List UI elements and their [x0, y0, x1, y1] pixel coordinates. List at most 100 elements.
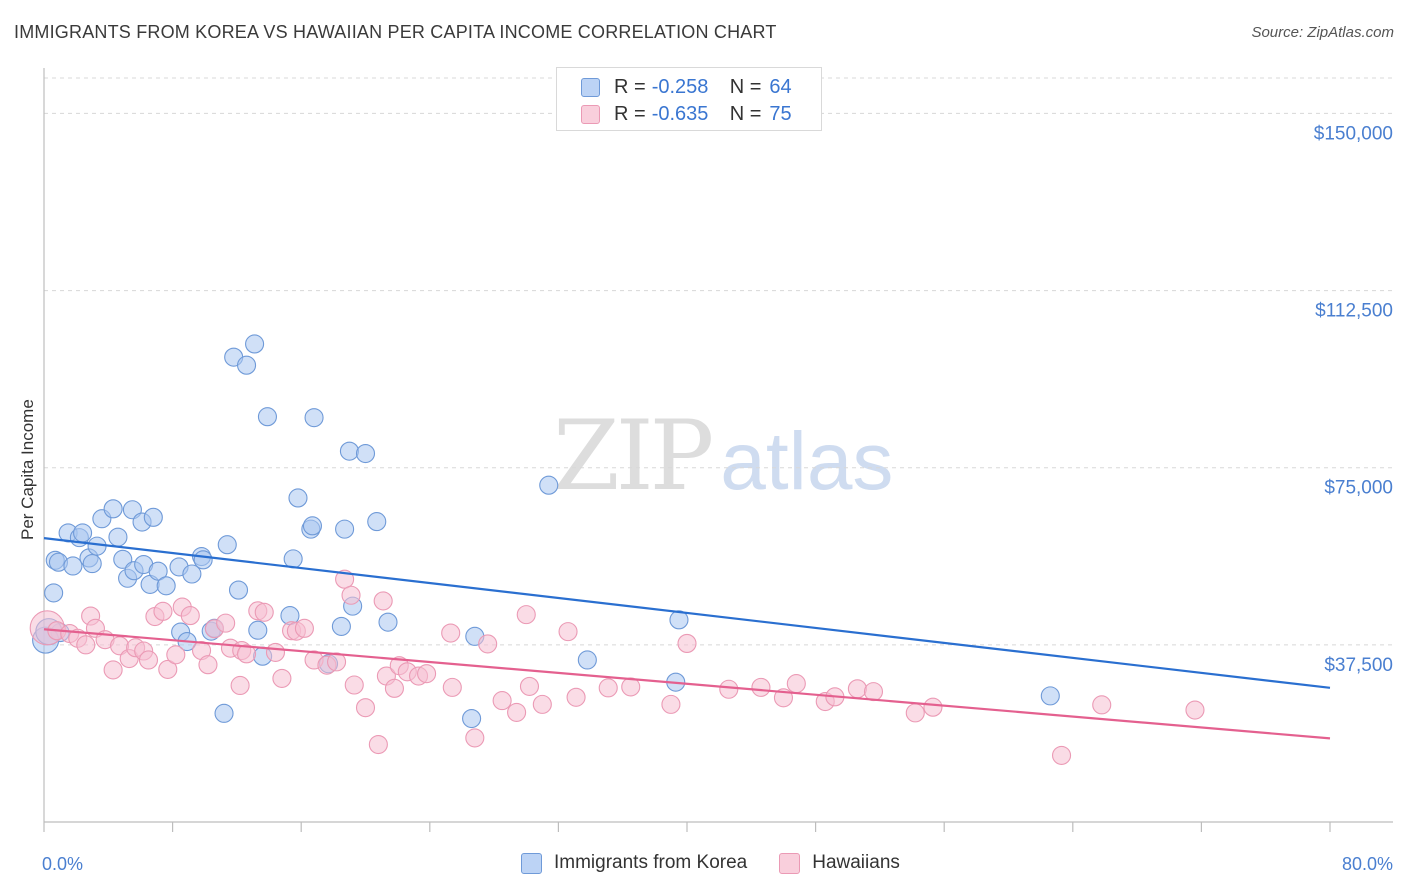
- x-tick-label: 80.0%: [1342, 854, 1393, 874]
- y-tick-label: $112,500: [1315, 301, 1393, 322]
- hawaiian-point: [863, 682, 884, 702]
- series-legend-korea-label: Immigrants from Korea: [554, 852, 748, 873]
- x-tick-label: 0.0%: [42, 854, 83, 874]
- series-swatch-hawaiians: [779, 852, 801, 874]
- korea-point: [214, 703, 234, 723]
- hawaiian-point: [368, 734, 388, 755]
- korea-point: [63, 556, 83, 576]
- series-legend-hawaiians-label: Hawaiians: [812, 852, 900, 873]
- korea-point: [288, 488, 308, 508]
- hawaiian-point: [786, 674, 806, 694]
- hawaiian-point: [103, 660, 123, 680]
- hawaiian-point: [230, 675, 250, 696]
- hawaiian-point: [327, 652, 347, 672]
- chart-title: IMMIGRANTS FROM KOREA VS HAWAIIAN PER CA…: [14, 22, 777, 42]
- hawaiian-point: [294, 618, 314, 638]
- hawaiian-point: [847, 679, 867, 699]
- hawaiian-point: [344, 675, 364, 695]
- hawaiian-point: [1051, 745, 1072, 765]
- y-tick-label: $37,500: [1324, 655, 1393, 676]
- y-tick-label: $150,000: [1314, 123, 1393, 144]
- hawaiian-point: [923, 697, 943, 717]
- hawaiian-point: [661, 694, 681, 714]
- korea-trend-line: [43, 537, 1331, 689]
- legend-row-hawaiians: R = -0.635 N = 75: [581, 101, 792, 127]
- hawaiian-point: [373, 591, 393, 611]
- series-legend: Immigrants from Korea Hawaiians: [521, 852, 932, 874]
- hawaiian-point: [153, 601, 173, 621]
- hawaiian-point: [532, 694, 552, 714]
- korea-point: [339, 441, 359, 461]
- legend-r-value: -0.258: [651, 75, 709, 98]
- legend-n-value: 75: [769, 102, 792, 125]
- korea-point: [1040, 686, 1060, 706]
- korea-point: [248, 620, 268, 640]
- hawaiian-point: [492, 691, 512, 711]
- series-legend-korea[interactable]: Immigrants from Korea: [521, 852, 747, 874]
- hawaiian-point: [265, 642, 286, 662]
- legend-swatch-hawaiians: [581, 104, 600, 124]
- legend-n-label: N =: [729, 75, 762, 98]
- korea-point: [367, 512, 387, 532]
- hawaiian-point: [598, 678, 618, 698]
- series-legend-hawaiians[interactable]: Hawaiians: [779, 852, 900, 874]
- y-tick-label: $75,000: [1324, 478, 1393, 499]
- korea-point: [669, 610, 689, 630]
- hawaiian-point: [355, 698, 376, 718]
- hawaiian-point: [558, 622, 578, 642]
- legend-r-value: -0.635: [651, 102, 709, 125]
- korea-point: [577, 650, 597, 670]
- hawaiian-point: [465, 728, 485, 748]
- korea-point: [236, 355, 257, 375]
- hawaiian-point: [516, 605, 536, 625]
- hawaiian-point: [341, 585, 361, 605]
- hawaiian-point: [677, 633, 697, 653]
- hawaiian-point: [441, 623, 461, 643]
- hawaiian-point: [905, 703, 925, 723]
- hawaiian-point: [1185, 700, 1205, 720]
- korea-point: [378, 612, 398, 632]
- korea-point: [228, 580, 249, 600]
- hawaiian-point: [166, 645, 186, 665]
- korea-point: [245, 334, 265, 354]
- correlation-legend: R = -0.258 N = 64 R = -0.635 N = 75: [556, 67, 822, 131]
- korea-point: [108, 527, 128, 547]
- korea-point: [82, 554, 102, 574]
- korea-point: [331, 616, 351, 636]
- hawaiian-point: [76, 635, 96, 655]
- hawaiian-point: [138, 650, 159, 670]
- korea-point: [304, 408, 324, 428]
- hawaiian-point: [478, 634, 498, 654]
- hawaiian-point: [719, 679, 739, 699]
- hawaiian-point: [519, 676, 540, 696]
- korea-point: [302, 516, 323, 536]
- hawaiian-point: [417, 664, 437, 684]
- hawaiian-point: [621, 677, 641, 697]
- korea-point: [335, 519, 355, 539]
- hawaiian-point: [1092, 695, 1112, 715]
- korea-point: [113, 549, 133, 569]
- legend-swatch-korea: [581, 77, 600, 97]
- legend-n-value: 64: [769, 75, 792, 98]
- hawaiian-point: [158, 659, 178, 679]
- korea-point: [257, 407, 277, 427]
- korea-point: [44, 583, 64, 603]
- korea-point: [182, 564, 202, 584]
- hawaiian-point: [198, 655, 218, 675]
- hawaiian-point: [384, 678, 404, 698]
- korea-point: [87, 536, 107, 556]
- series-swatch-korea: [521, 852, 542, 874]
- hawaiian-point: [566, 687, 586, 707]
- hawaiian-point: [216, 613, 236, 633]
- korea-point: [143, 507, 163, 527]
- hawaiian-point: [254, 602, 274, 622]
- hawaiian-point: [751, 677, 771, 697]
- legend-r-label: R =: [614, 75, 646, 98]
- hawaiian-point: [180, 606, 200, 626]
- legend-row-korea: R = -0.258 N = 64: [581, 74, 792, 100]
- korea-point: [462, 708, 482, 729]
- korea-point: [73, 523, 93, 543]
- hawaiian-trend-line: [43, 628, 1331, 740]
- korea-point: [217, 535, 237, 555]
